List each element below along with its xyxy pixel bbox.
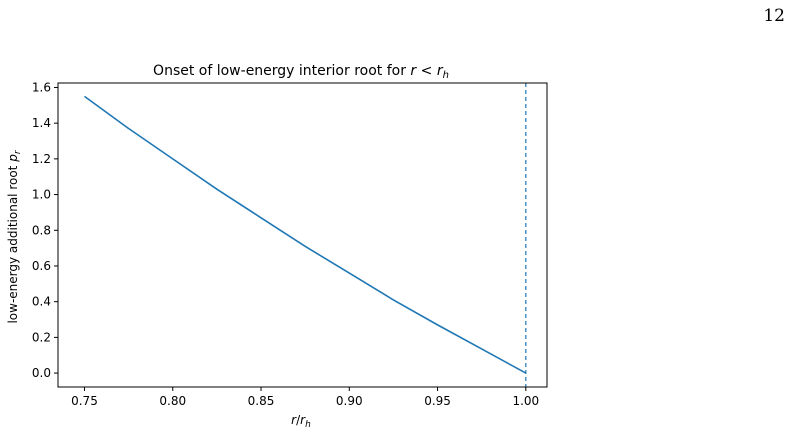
x-tick-label: 0.95 [424,394,451,408]
series-line-0 [84,95,527,374]
x-tick-label: 0.90 [336,394,363,408]
x-tick-label: 0.80 [159,394,186,408]
axes-frame [57,82,548,388]
x-axis-label: r/rh [291,413,311,430]
plot-area [84,83,527,387]
y-tick-label: 0.6 [32,259,51,273]
y-tick-label: 1.2 [32,152,51,166]
chart-title: Onset of low-energy interior root for r … [153,63,449,81]
y-tick-label: 0.0 [32,366,51,380]
x-tick-label: 0.85 [248,394,275,408]
y-axis-label: low-energy additional root pr [6,149,23,323]
x-tick-label: 1.00 [512,394,539,408]
x-tick-label: 0.75 [71,394,98,408]
y-tick-label: 1.0 [32,188,51,202]
axis-ticks: 0.75 0.80 0.85 0.90 0.95 1.00 0.0 0.2 0.4 0.6 0.8 1… [32,80,539,408]
y-tick-label: 1.4 [32,116,51,130]
y-tick-label: 0.4 [32,295,51,309]
y-tick-label: 1.6 [32,80,51,94]
y-tick-label: 0.2 [32,330,51,344]
y-tick-label: 0.8 [32,223,51,237]
page-number: 12 [763,6,785,26]
